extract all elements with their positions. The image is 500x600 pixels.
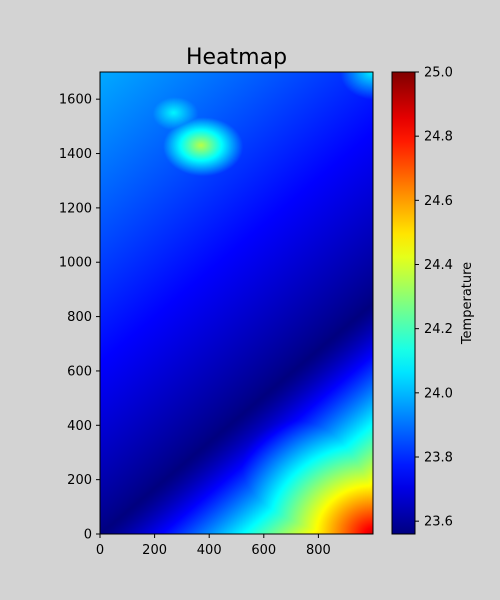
y-tick-label: 1600 bbox=[59, 93, 92, 108]
colorbar-tick-label: 23.6 bbox=[424, 515, 453, 530]
chart-title: Heatmap bbox=[186, 45, 287, 70]
x-tick-label: 0 bbox=[96, 543, 104, 558]
x-tick-label: 400 bbox=[197, 543, 222, 558]
y-tick-label: 600 bbox=[67, 364, 92, 379]
colorbar-axis: 23.6 23.8 24.0 24.2 24.4 24.6 24.8 25.0 bbox=[415, 66, 453, 530]
y-tick-label: 200 bbox=[67, 473, 92, 488]
x-axis: 0 200 400 600 800 bbox=[96, 534, 331, 558]
colorbar-tick-label: 24.8 bbox=[424, 130, 453, 145]
colorbar-tick-label: 24.0 bbox=[424, 386, 453, 401]
colorbar-tick-label: 24.4 bbox=[424, 258, 453, 273]
colorbar-tick-label: 23.8 bbox=[424, 451, 453, 466]
plot-frame bbox=[99, 71, 374, 535]
x-tick-label: 800 bbox=[306, 543, 331, 558]
colorbar-label: Temperature bbox=[460, 262, 475, 345]
y-axis: 0 200 400 600 800 1000 1200 1400 1600 bbox=[59, 93, 100, 543]
heatmap-plot-area bbox=[100, 72, 373, 534]
y-tick-label: 1400 bbox=[59, 147, 92, 162]
colorbar-tick-label: 24.6 bbox=[424, 194, 453, 209]
y-tick-label: 400 bbox=[67, 419, 92, 434]
x-tick-label: 600 bbox=[251, 543, 276, 558]
y-tick-label: 0 bbox=[84, 528, 92, 543]
y-tick-label: 1000 bbox=[59, 256, 92, 271]
colorbar bbox=[391, 71, 416, 535]
colorbar-tick-label: 25.0 bbox=[424, 66, 453, 81]
colorbar-tick-label: 24.2 bbox=[424, 322, 453, 337]
x-tick-label: 200 bbox=[142, 543, 167, 558]
y-tick-label: 1200 bbox=[59, 201, 92, 216]
y-tick-label: 800 bbox=[67, 310, 92, 325]
